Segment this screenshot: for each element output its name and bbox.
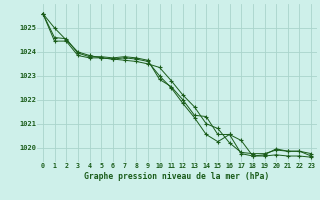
X-axis label: Graphe pression niveau de la mer (hPa): Graphe pression niveau de la mer (hPa) bbox=[84, 172, 270, 181]
